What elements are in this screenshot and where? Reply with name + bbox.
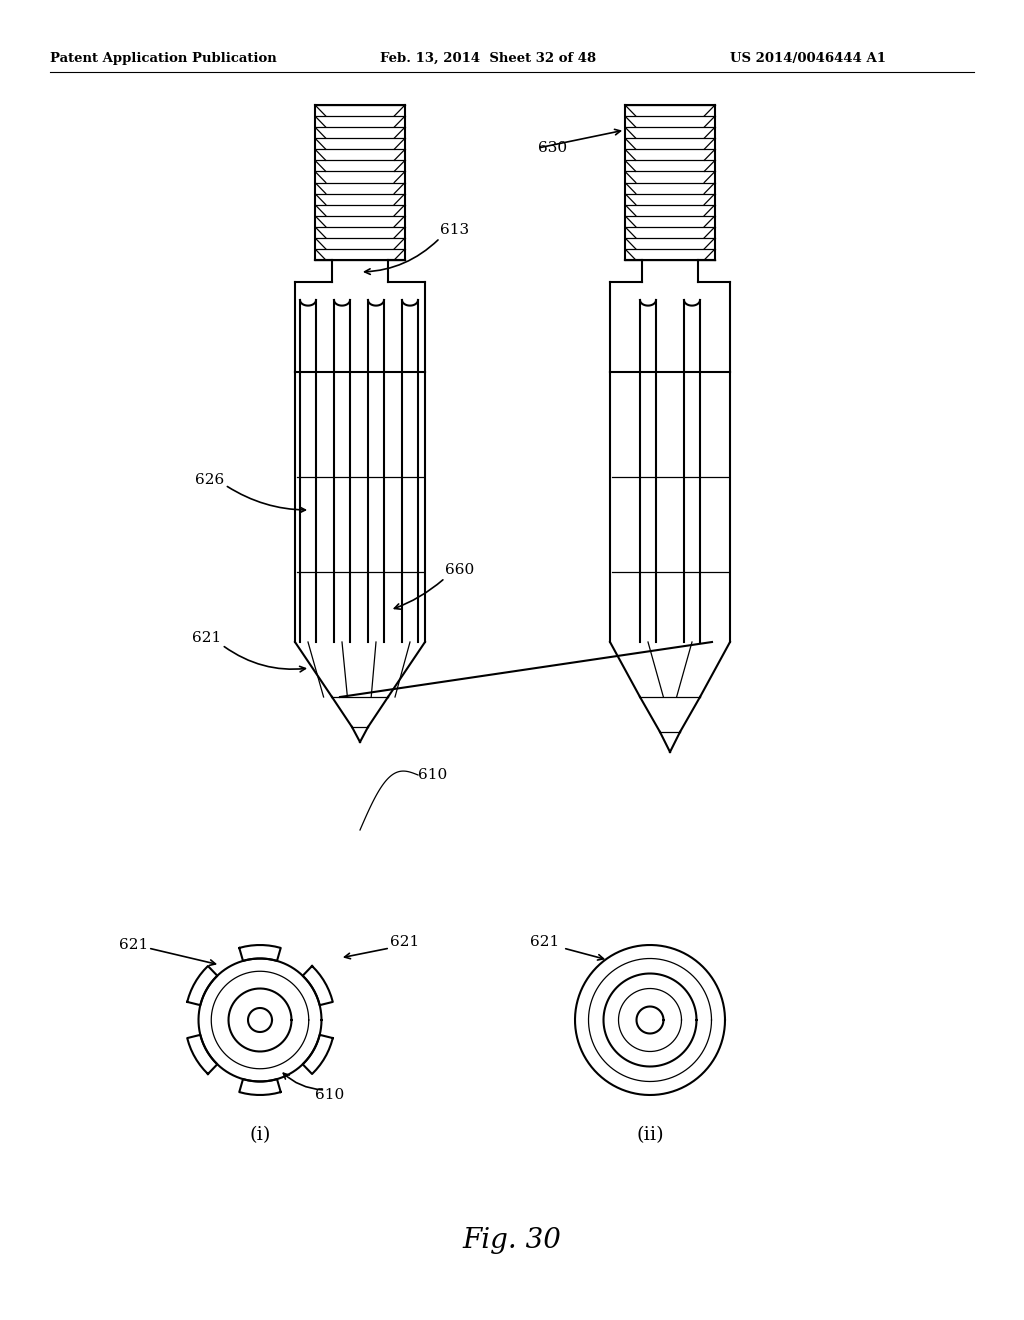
Text: Feb. 13, 2014  Sheet 32 of 48: Feb. 13, 2014 Sheet 32 of 48 [380,51,596,65]
Text: 621: 621 [119,939,148,952]
Text: 621: 621 [390,935,419,949]
Text: 610: 610 [315,1088,345,1102]
Text: 610: 610 [418,768,447,781]
Text: (i): (i) [249,1126,270,1144]
Text: 630: 630 [538,141,567,154]
Text: (ii): (ii) [636,1126,664,1144]
Text: Patent Application Publication: Patent Application Publication [50,51,276,65]
Text: US 2014/0046444 A1: US 2014/0046444 A1 [730,51,886,65]
Text: 660: 660 [445,564,474,577]
Text: 613: 613 [440,223,469,238]
Text: 621: 621 [193,631,221,645]
Text: Fig. 30: Fig. 30 [463,1226,561,1254]
Text: 621: 621 [530,935,559,949]
Text: 626: 626 [195,473,224,487]
